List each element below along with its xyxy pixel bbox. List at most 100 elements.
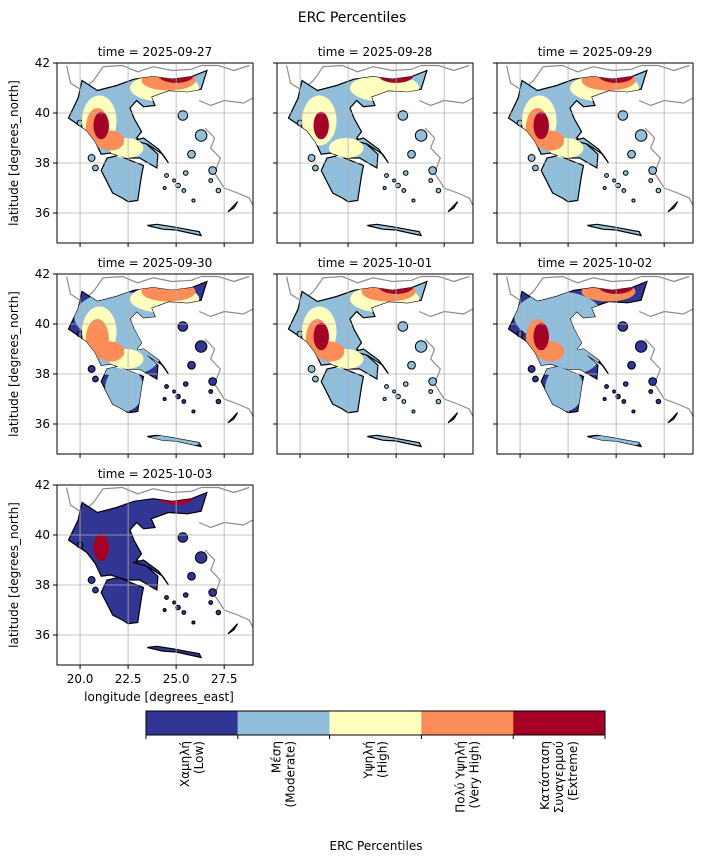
colorbar-class-label-line: (Very High) [467,741,481,808]
risk-zone [328,138,364,158]
risk-zone [533,322,549,351]
country-border [66,486,202,514]
island [631,198,636,203]
colorbar-class-label-line: Πολύ Υψηλή [453,741,467,813]
y-tick-label: 42 [35,56,50,70]
island [191,409,196,414]
risk-zone [313,111,329,140]
country-border [201,64,250,72]
island [621,188,627,193]
island [208,600,214,605]
island [181,188,187,193]
land-region [320,154,365,203]
island [384,384,389,389]
y-tick-label: 36 [35,628,50,642]
colorbar-class-label-line: (Extreme) [566,741,580,801]
island [604,384,609,389]
risk-zone [93,111,109,140]
map-panel: time = 2025-10-03 20.0 22.5 25.0 27.5 36 38 40 4… [7,467,254,704]
risk-zone [533,111,549,140]
island [215,398,222,405]
island [215,187,222,194]
map-panel: time = 2025-09-27 36 38 40 42 latitude [degre… [7,45,254,247]
island [435,398,442,405]
risk-zone [313,322,329,351]
island [208,588,217,597]
island [622,170,629,176]
island [622,381,629,387]
colorbar-class-label-line: Χαμηλή [178,741,192,787]
island [407,149,416,159]
y-tick-label: 36 [35,206,50,220]
island [162,396,167,402]
island [648,178,654,183]
land-region [667,201,679,213]
colorbar-swatch [237,711,330,735]
map-panel: time = 2025-09-28 [273,45,474,247]
panel-content [57,63,253,243]
island [532,375,539,383]
island [414,129,428,142]
country-border [201,275,250,283]
y-axis-label: latitude [degrees_north] [7,80,21,226]
land-areas [67,491,239,659]
risk-zone [93,533,109,562]
colorbar-class-label: Πολύ Υψηλή(Very High) [453,741,481,813]
island [182,381,189,387]
island [187,571,196,581]
island [208,166,217,175]
colorbar-class-label-line: (High) [376,741,390,778]
island [162,185,167,191]
island [208,389,214,394]
island [397,321,409,332]
island [162,607,167,613]
island [164,384,169,389]
risk-zone [97,341,125,362]
panel-frame [276,273,474,455]
y-tick-label: 42 [35,267,50,281]
x-axis-label: longitude [degrees_east] [84,690,234,704]
panel-content [277,274,473,454]
panel-frame [56,62,254,244]
island [631,409,636,414]
island [435,187,442,194]
land-region [227,201,239,213]
colorbar-swatch [513,711,605,735]
island [87,576,96,584]
island [648,166,657,175]
y-tick-label: 40 [35,317,50,331]
panel-title: time = 2025-09-30 [98,256,213,270]
island [181,610,187,615]
colorbar-class-label-line: Μέση [270,741,284,773]
island [428,389,434,394]
island [194,340,208,353]
panel-frame [56,273,254,455]
y-tick-label: 40 [35,106,50,120]
island [194,551,208,564]
colorbar-swatch [329,711,422,735]
island [397,110,409,121]
island [92,164,99,172]
colorbar-class-label: Υψηλή(High) [362,741,390,780]
land-region [447,412,459,424]
country-border [286,275,422,303]
panel-title: time = 2025-10-01 [318,256,433,270]
country-border [641,64,690,72]
island [621,399,627,404]
x-tick-label: 25.0 [163,672,190,686]
panel-title: time = 2025-09-27 [98,45,213,59]
island [655,187,662,194]
panel-content [497,63,693,243]
x-tick-label: 20.0 [67,672,94,686]
island [312,164,319,172]
country-border [421,64,470,72]
land-region [100,154,145,203]
island [655,398,662,405]
y-tick-label: 36 [35,417,50,431]
island [401,188,407,193]
island [402,170,409,176]
island [428,166,437,175]
island [612,178,617,183]
colorbar-class-label-line: (Moderate) [284,741,298,807]
island [187,360,196,370]
